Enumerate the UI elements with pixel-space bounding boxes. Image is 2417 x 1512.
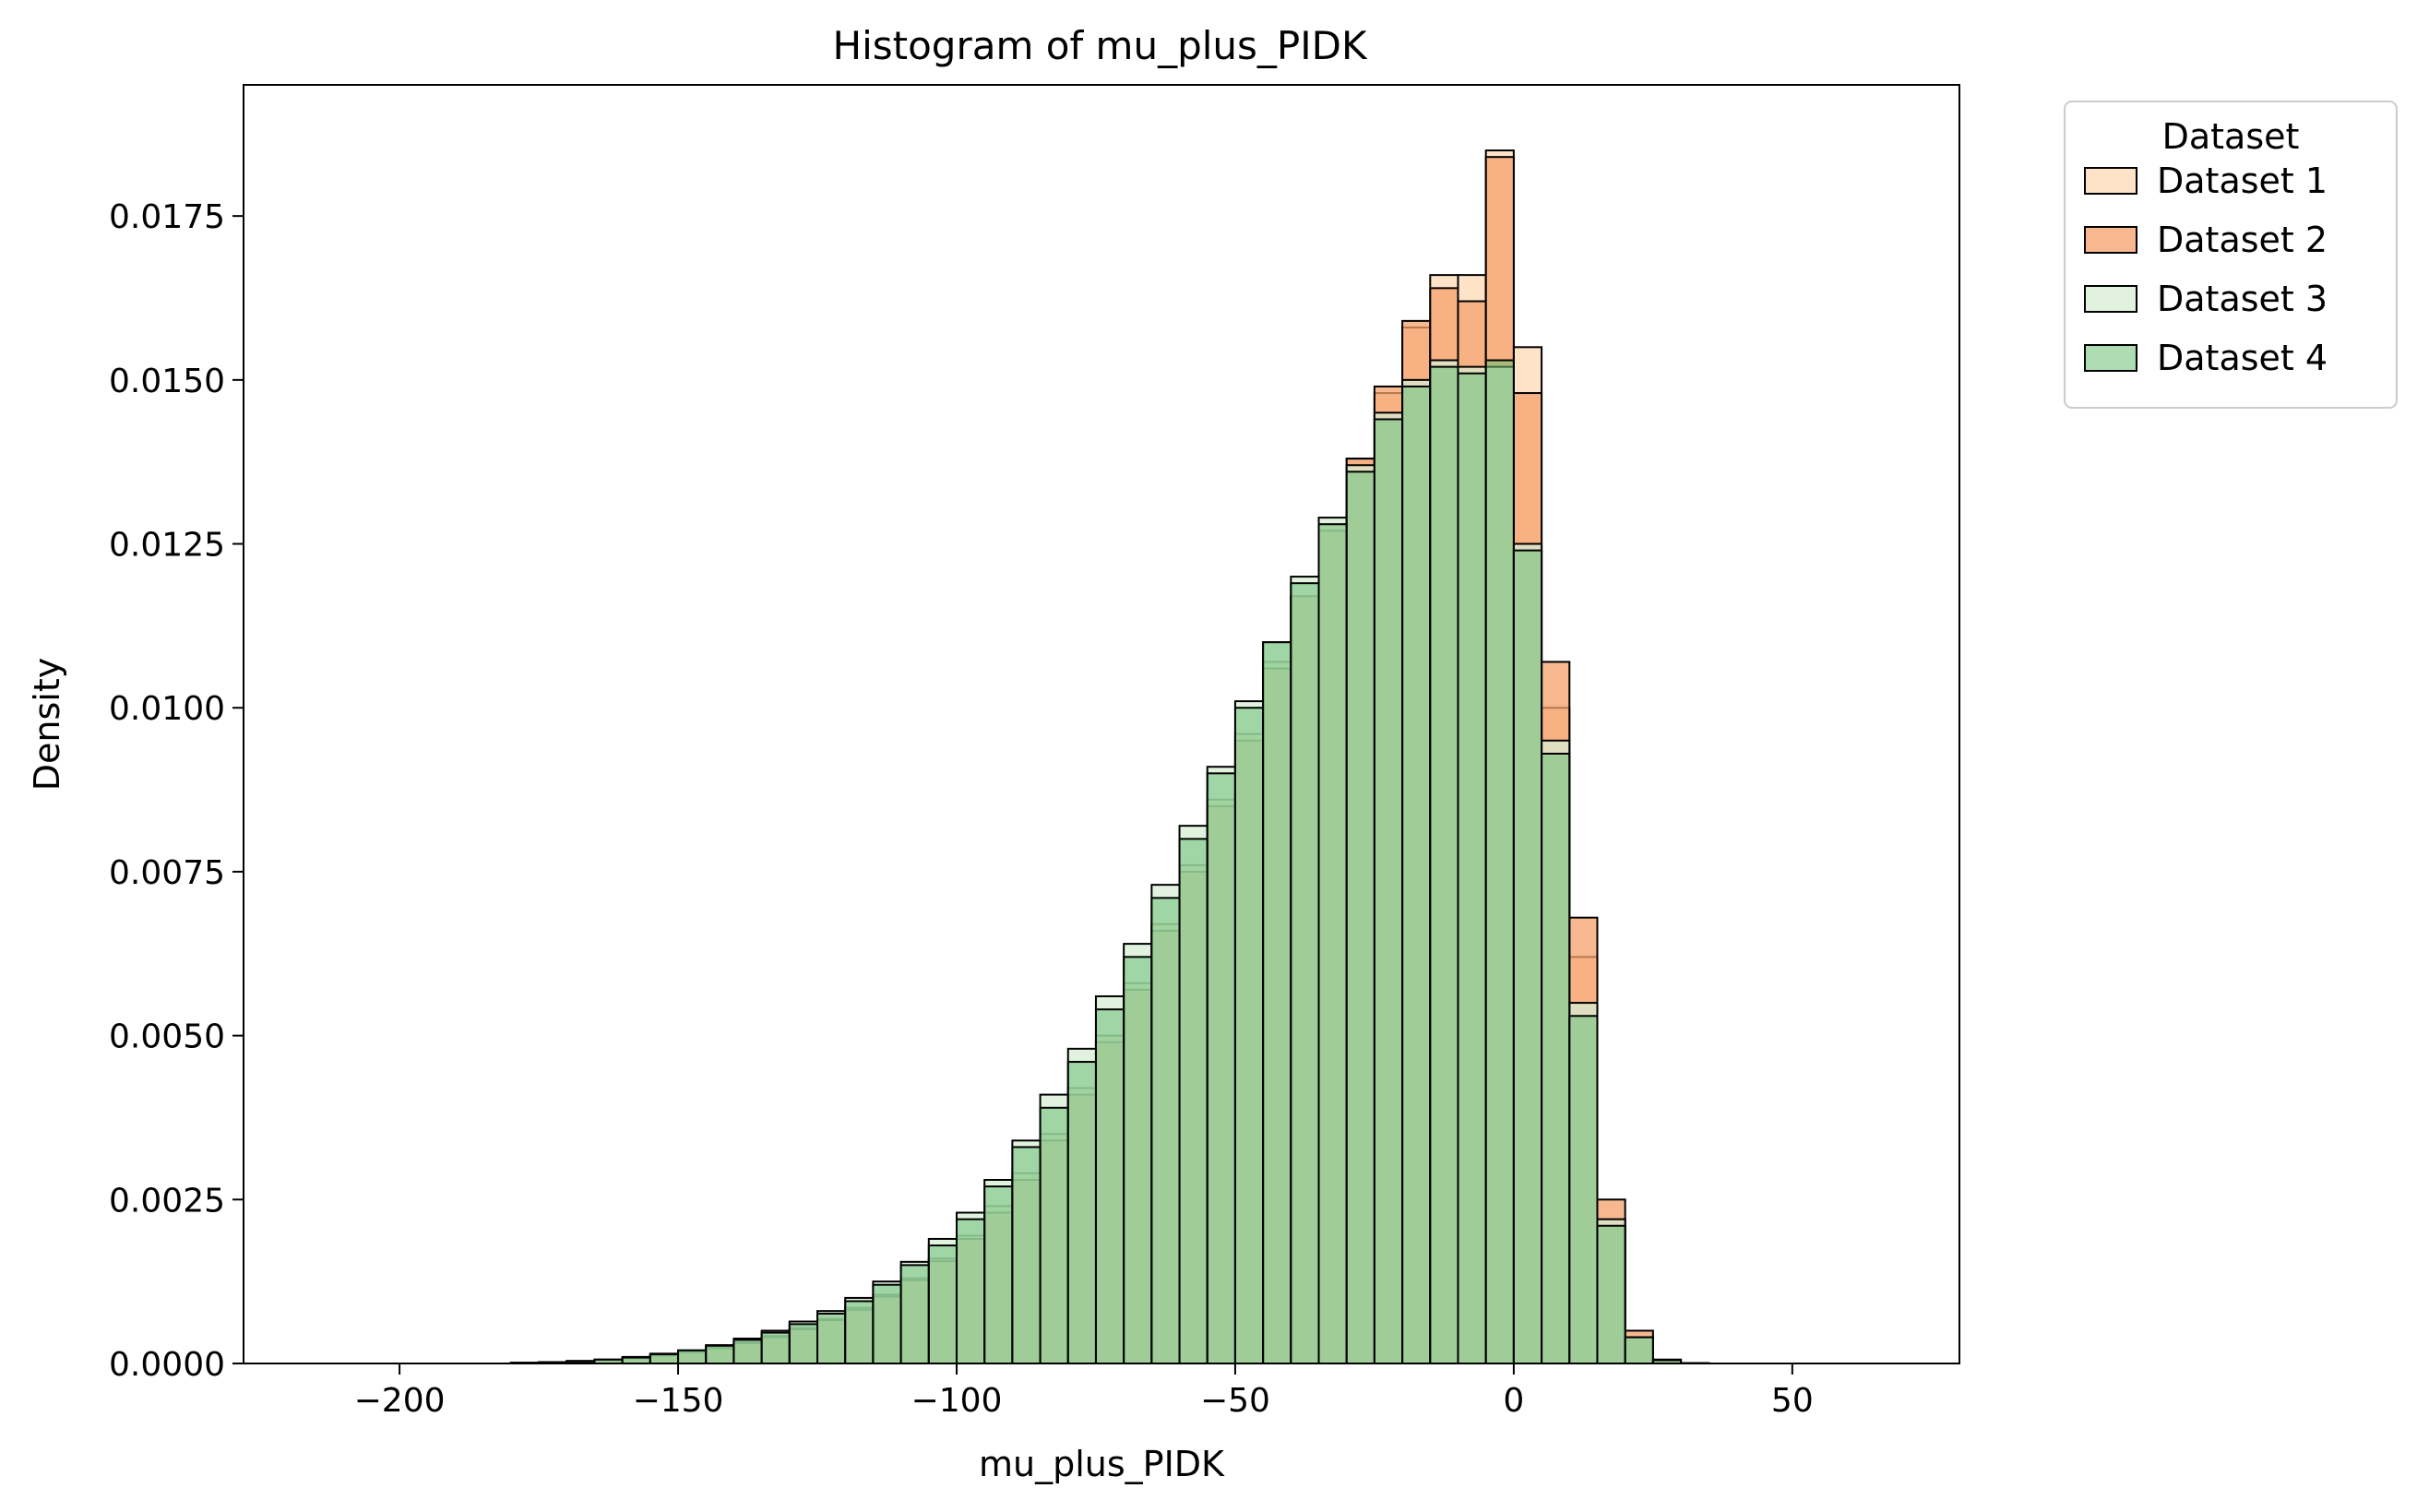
- histogram-bar: [1345, 470, 1375, 1365]
- histogram-bar: [649, 1353, 680, 1364]
- histogram-bar: [1568, 1015, 1599, 1365]
- plot-frame: [243, 84, 1960, 1364]
- histogram-bar: [705, 1344, 735, 1364]
- histogram-bar: [1206, 772, 1236, 1364]
- histogram-bar: [1233, 707, 1265, 1364]
- y-axis: 0.0000 0.0025 0.0050 0.0075 0.0100 0.0125 0.01…: [109, 198, 244, 1384]
- histogram-bar: [1011, 1146, 1042, 1365]
- legend-swatch: [2084, 285, 2137, 313]
- legend-item: Dataset 3: [2084, 279, 2328, 319]
- legend-title: Dataset: [2162, 116, 2300, 157]
- legend-label: Dataset 2: [2157, 220, 2328, 260]
- histogram-bar: [1066, 1061, 1097, 1364]
- bars-layer: [509, 149, 1710, 1365]
- legend-item: Dataset 2: [2084, 220, 2328, 260]
- legend-item: Dataset 4: [2084, 338, 2328, 378]
- histogram-bar: [1262, 641, 1292, 1364]
- histogram-bar: [899, 1264, 930, 1365]
- chart-title: Histogram of mu_plus_PIDK: [832, 23, 1367, 68]
- x-tick-label: −200: [354, 1382, 446, 1420]
- histogram-bar: [677, 1349, 708, 1365]
- y-tick-label: 0.0125: [109, 527, 225, 565]
- histogram-bar: [1484, 359, 1515, 1364]
- histogram-bar: [872, 1283, 902, 1364]
- legend-swatch: [2084, 226, 2137, 254]
- histogram-bar: [1150, 897, 1181, 1364]
- x-axis-label: mu_plus_PIDK: [979, 1444, 1225, 1484]
- legend-label: Dataset 4: [2157, 338, 2328, 378]
- y-tick-label: 0.0075: [109, 854, 225, 892]
- x-tick-label: 0: [1503, 1382, 1524, 1420]
- histogram-bar: [760, 1331, 791, 1365]
- histogram-bar: [732, 1339, 763, 1365]
- histogram-bar: [927, 1244, 958, 1364]
- y-tick-label: 0.0150: [109, 363, 225, 400]
- histogram-bar: [1317, 523, 1348, 1364]
- histogram-bar: [1401, 385, 1432, 1364]
- histogram-bar: [1039, 1106, 1069, 1365]
- histogram-bar: [1178, 838, 1208, 1364]
- x-tick-label: −100: [911, 1382, 1003, 1420]
- x-tick-label: −150: [633, 1382, 724, 1420]
- histogram-bar: [1596, 1224, 1626, 1364]
- x-axis: −200 −150 −100 −50 0 50: [354, 1363, 1814, 1420]
- y-tick-label: 0.0050: [109, 1018, 225, 1056]
- x-tick-label: −50: [1200, 1382, 1270, 1420]
- histogram-bar: [788, 1323, 819, 1365]
- histogram-bar: [1512, 549, 1543, 1364]
- legend-label: Dataset 1: [2157, 161, 2328, 201]
- legend-frame: [2064, 101, 2398, 409]
- series-4-bars: [509, 359, 1710, 1365]
- legend-label: Dataset 3: [2157, 279, 2328, 319]
- histogram-bar: [1290, 582, 1320, 1364]
- histogram-bar: [955, 1218, 986, 1364]
- histogram-bar: [1624, 1336, 1654, 1364]
- legend-swatch: [2084, 167, 2137, 195]
- histogram-bar: [1457, 372, 1487, 1365]
- y-axis-label: Density: [27, 658, 67, 791]
- y-tick-label: 0.0000: [109, 1346, 225, 1384]
- legend-item: Dataset 1: [2084, 161, 2328, 201]
- histogram-bar: [1373, 418, 1404, 1364]
- legend-swatch: [2084, 344, 2137, 372]
- histogram-bar: [844, 1300, 875, 1365]
- histogram-bar: [1541, 752, 1571, 1364]
- y-tick-label: 0.0175: [109, 198, 225, 236]
- legend-items: Dataset 1 Dataset 2 Dataset 3 Dataset 4: [2084, 161, 2328, 378]
- histogram-bar: [1429, 365, 1459, 1365]
- histogram-bar: [816, 1312, 847, 1365]
- y-tick-label: 0.0025: [109, 1182, 225, 1220]
- histogram-bar: [1123, 956, 1153, 1365]
- histogram-bar: [983, 1185, 1014, 1364]
- histogram-bar: [1094, 1008, 1125, 1364]
- y-tick-label: 0.0100: [109, 690, 225, 728]
- x-tick-label: 50: [1771, 1382, 1814, 1420]
- plot-area: [243, 84, 1960, 1365]
